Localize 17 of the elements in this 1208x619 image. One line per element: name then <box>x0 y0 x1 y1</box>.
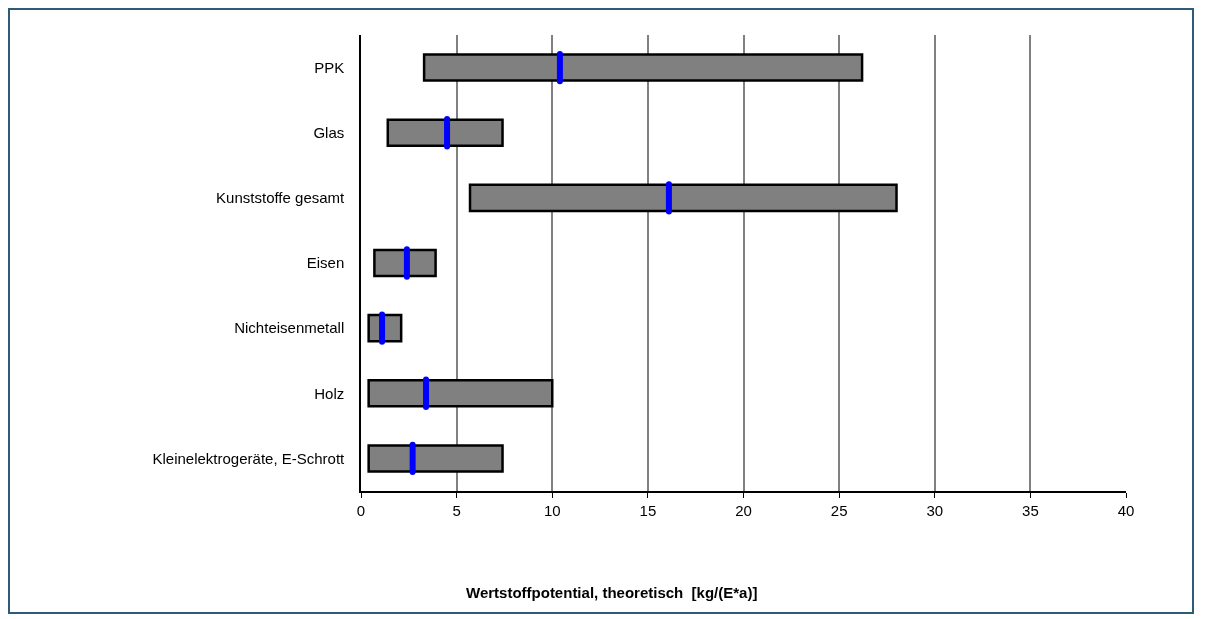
x-tick-label: 30 <box>926 501 944 519</box>
x-tick-label: 5 <box>452 501 461 519</box>
y-tick-label: Kunststoffe gesamt <box>216 189 346 207</box>
x-tick-label: 40 <box>1117 501 1135 519</box>
y-tick-label: Kleinelektrogeräte, E-Schrott <box>152 449 346 467</box>
y-tick-label: Glas <box>313 123 345 141</box>
y-tick-label: PPK <box>314 58 345 76</box>
x-tick-label: 25 <box>830 501 848 519</box>
x-tick-label: 20 <box>735 501 752 519</box>
x-tick-label: 10 <box>543 501 561 519</box>
y-tick-label: Holz <box>314 384 345 402</box>
x-axis-title: Wertstoffpotential, theoretisch [kg/(E*a)] <box>466 584 758 601</box>
x-tick-label: 35 <box>1022 501 1039 519</box>
x-tick-label: 0 <box>356 501 366 519</box>
y-tick-label: Eisen <box>306 254 345 272</box>
y-tick-label: Nichteisenmetall <box>234 319 345 337</box>
x-tick-label: 15 <box>639 501 657 519</box>
